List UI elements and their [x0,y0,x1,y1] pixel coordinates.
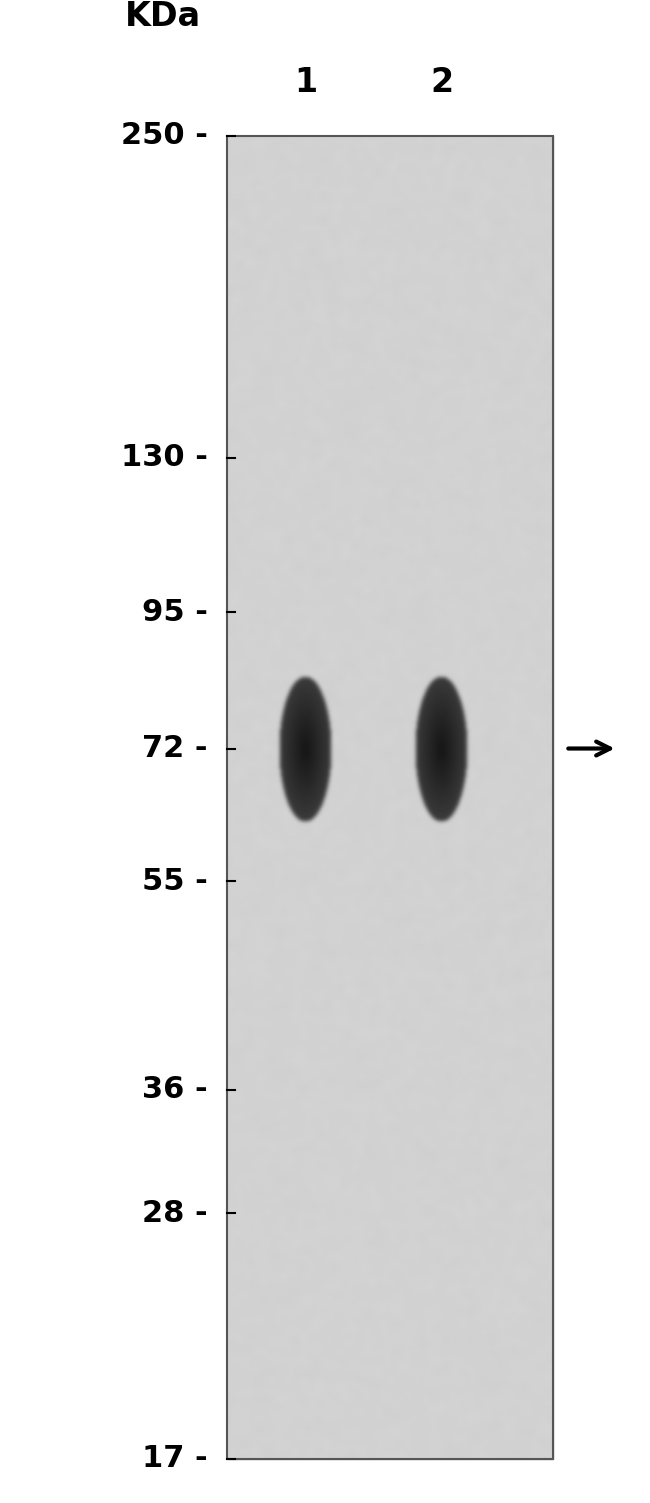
Text: 36 -: 36 - [142,1075,208,1105]
Text: 95 -: 95 - [142,598,208,627]
Text: 17 -: 17 - [142,1444,208,1473]
Text: 72 -: 72 - [142,733,208,764]
Bar [227,135,552,1459]
Text: 130 -: 130 - [121,443,208,472]
Text: KDa: KDa [125,0,202,33]
Text: 2: 2 [430,66,454,99]
Bar [227,135,552,1459]
Text: 1: 1 [294,66,317,99]
Text: 250 -: 250 - [121,122,208,150]
Text: 28 -: 28 - [142,1199,208,1228]
Text: 55 -: 55 - [142,867,208,896]
